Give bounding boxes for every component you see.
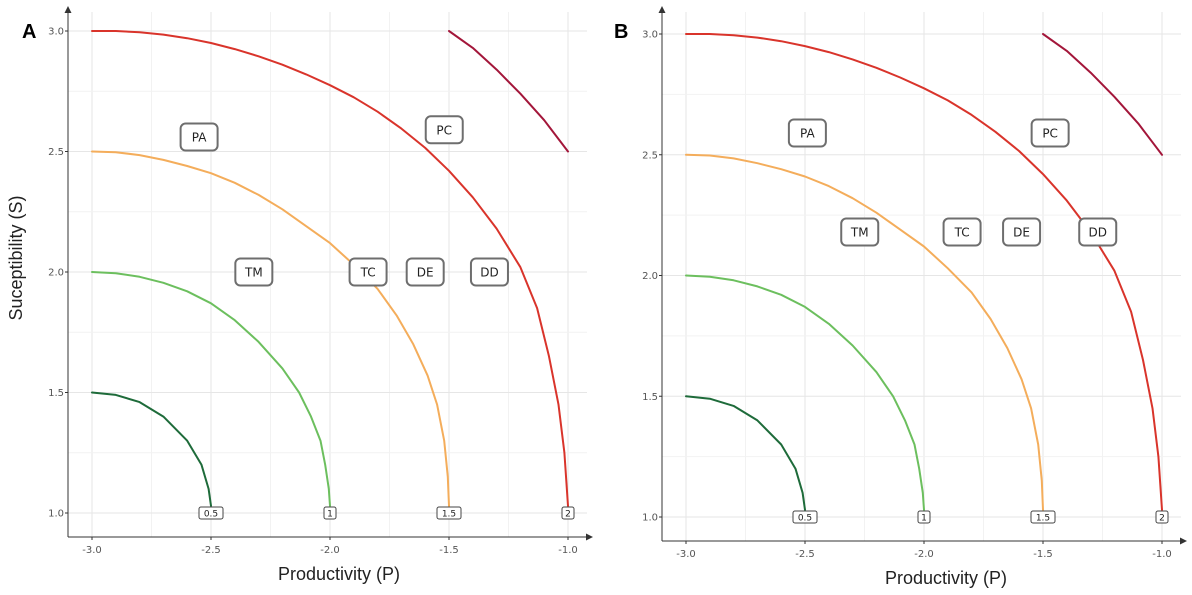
panel-b: -3.0 -2.5 -2.0 -1.5 -1.0 1.0 1.5 2.0 2.5 3.0 0.5 1 1… xyxy=(614,6,1187,588)
level-label-text: 2 xyxy=(1159,514,1165,524)
level-label-text: 1.5 xyxy=(442,510,456,520)
region-label-pc: PC xyxy=(1032,120,1069,147)
level-label: 2 xyxy=(1156,511,1168,524)
level-label: 1 xyxy=(324,507,336,520)
y-tick-label: 1.0 xyxy=(642,513,658,524)
gridlines xyxy=(662,12,1181,541)
region-label-text: TC xyxy=(360,266,376,280)
level-label-text: 1 xyxy=(327,510,333,520)
y-tick-label: 2.5 xyxy=(48,147,64,158)
x-tick-label: -3.0 xyxy=(82,545,102,556)
x-axis-title: Productivity (P) xyxy=(278,564,400,584)
y-axis-arrow-icon xyxy=(659,6,666,13)
region-label-text: PC xyxy=(1042,127,1058,141)
y-tick-label: 1.5 xyxy=(642,392,658,403)
region-label-text: DD xyxy=(1088,226,1106,240)
y-tick-label: 2.0 xyxy=(642,271,658,282)
y-tick-label: 2.5 xyxy=(642,150,658,161)
level-label: 0.5 xyxy=(793,511,817,524)
region-label-text: DD xyxy=(480,266,498,280)
region-label-text: PA xyxy=(192,131,207,145)
region-label-text: PA xyxy=(800,127,815,141)
region-label-de: DE xyxy=(407,259,444,286)
region-label-text: TM xyxy=(244,266,263,280)
region-label-text: TM xyxy=(850,226,869,240)
x-axis-title: Productivity (P) xyxy=(885,568,1007,588)
region-label-tm: TM xyxy=(841,219,878,246)
y-tick-label: 1.0 xyxy=(48,509,64,520)
x-axis-arrow-icon xyxy=(1180,538,1187,545)
gridlines xyxy=(68,12,587,537)
region-label-tm: TM xyxy=(235,259,272,286)
region-label-pc: PC xyxy=(426,116,463,143)
region-label-text: DE xyxy=(417,266,434,280)
level-label-text: 0.5 xyxy=(204,510,218,520)
level-label-text: 2 xyxy=(565,510,571,520)
region-label-dd: DD xyxy=(1079,219,1116,246)
region-label-text: DE xyxy=(1013,226,1030,240)
region-label-text: TC xyxy=(954,226,970,240)
level-label: 2 xyxy=(562,507,574,520)
level-label-text: 1 xyxy=(921,514,927,524)
panel-letter: A xyxy=(22,21,36,43)
x-tick-label: -1.5 xyxy=(1033,549,1053,560)
x-tick-label: -1.0 xyxy=(1152,549,1172,560)
y-tick-label: 3.0 xyxy=(48,27,64,38)
y-axis-title: Suceptibility (S) xyxy=(6,195,26,320)
y-tick-label: 1.5 xyxy=(48,388,64,399)
level-label-text: 0.5 xyxy=(798,514,812,524)
region-label-text: PC xyxy=(436,123,452,137)
x-tick-label: -2.0 xyxy=(914,549,934,560)
x-axis-arrow-icon xyxy=(586,534,593,541)
y-tick-label: 2.0 xyxy=(48,268,64,279)
x-tick-label: -1.0 xyxy=(558,545,578,556)
level-label: 1.5 xyxy=(437,507,461,520)
level-label: 0.5 xyxy=(199,507,223,520)
region-label-tc: TC xyxy=(350,259,387,286)
x-tick-label: -3.0 xyxy=(676,549,696,560)
y-tick-label: 3.0 xyxy=(642,30,658,41)
region-label-de: DE xyxy=(1003,219,1040,246)
region-label-pa: PA xyxy=(789,120,826,147)
y-axis-arrow-icon xyxy=(65,6,72,13)
level-label: 1.5 xyxy=(1031,511,1055,524)
level-label: 1 xyxy=(918,511,930,524)
region-label-dd: DD xyxy=(471,259,508,286)
x-tick-label: -2.0 xyxy=(320,545,340,556)
level-label-text: 1.5 xyxy=(1036,514,1050,524)
panel-a: -3.0 -2.5 -2.0 -1.5 -1.0 1.0 1.5 2.0 2.5 3.0 0.5 1 1… xyxy=(6,6,593,584)
region-label-tc: TC xyxy=(944,219,981,246)
x-tick-label: -1.5 xyxy=(439,545,459,556)
x-tick-label: -2.5 xyxy=(201,545,221,556)
panel-letter: B xyxy=(614,21,628,43)
x-tick-label: -2.5 xyxy=(795,549,815,560)
region-label-pa: PA xyxy=(181,124,218,151)
